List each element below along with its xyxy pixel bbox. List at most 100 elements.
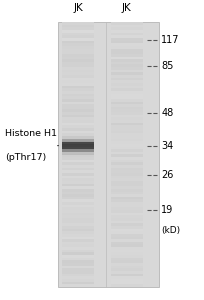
Bar bbox=[110, 141, 142, 144]
Bar bbox=[110, 252, 142, 255]
Bar bbox=[62, 242, 94, 244]
Bar bbox=[110, 202, 142, 205]
Bar bbox=[110, 255, 142, 258]
Bar bbox=[62, 30, 94, 33]
Bar bbox=[110, 27, 142, 30]
Bar bbox=[110, 56, 142, 59]
Bar bbox=[62, 61, 94, 64]
Bar bbox=[62, 101, 94, 104]
Bar bbox=[62, 35, 94, 38]
Text: (kD): (kD) bbox=[160, 226, 179, 236]
Bar bbox=[62, 183, 94, 186]
Bar bbox=[110, 215, 142, 218]
Bar bbox=[62, 93, 94, 96]
Bar bbox=[62, 91, 94, 94]
Text: 85: 85 bbox=[160, 61, 173, 71]
Bar bbox=[62, 268, 94, 271]
Bar bbox=[62, 80, 94, 83]
Bar bbox=[62, 191, 94, 194]
Bar bbox=[62, 146, 94, 149]
Bar bbox=[62, 51, 94, 54]
Bar bbox=[62, 223, 94, 226]
Bar bbox=[110, 223, 142, 226]
Bar bbox=[62, 130, 94, 133]
Bar bbox=[62, 160, 94, 162]
Bar bbox=[110, 77, 142, 80]
Bar bbox=[62, 257, 94, 260]
Bar bbox=[110, 250, 142, 252]
Bar bbox=[110, 170, 142, 173]
Text: JK: JK bbox=[121, 3, 131, 13]
Bar bbox=[110, 212, 142, 215]
Text: JK: JK bbox=[73, 3, 83, 13]
Bar bbox=[62, 167, 94, 170]
Bar bbox=[62, 25, 94, 27]
Bar bbox=[110, 266, 142, 268]
Bar bbox=[110, 120, 142, 123]
Bar bbox=[110, 196, 142, 200]
Bar bbox=[62, 40, 94, 43]
Bar bbox=[110, 125, 142, 128]
Bar bbox=[62, 77, 94, 80]
Bar bbox=[62, 109, 94, 112]
Bar bbox=[110, 83, 142, 86]
Bar bbox=[62, 279, 94, 282]
Bar bbox=[62, 263, 94, 266]
Bar bbox=[62, 220, 94, 223]
Bar bbox=[110, 181, 142, 184]
Bar bbox=[62, 32, 94, 35]
Bar bbox=[110, 25, 142, 27]
Bar bbox=[62, 170, 94, 173]
Bar bbox=[110, 234, 142, 236]
Text: 48: 48 bbox=[160, 108, 173, 118]
Bar bbox=[110, 273, 142, 276]
Bar bbox=[110, 207, 142, 210]
Bar bbox=[62, 128, 94, 131]
Bar bbox=[110, 38, 142, 40]
Bar bbox=[110, 144, 142, 146]
Text: 117: 117 bbox=[160, 35, 179, 45]
Bar bbox=[110, 122, 142, 125]
Bar bbox=[62, 218, 94, 221]
Bar bbox=[62, 281, 94, 284]
Text: 19: 19 bbox=[160, 206, 173, 215]
Bar bbox=[62, 176, 94, 178]
Bar bbox=[110, 130, 142, 133]
Bar bbox=[110, 35, 142, 38]
Bar bbox=[62, 273, 94, 276]
Text: 26: 26 bbox=[160, 170, 173, 180]
Bar bbox=[62, 96, 94, 99]
Bar bbox=[62, 88, 94, 91]
Bar bbox=[110, 109, 142, 112]
Bar bbox=[62, 266, 94, 268]
Bar bbox=[110, 242, 142, 244]
Bar bbox=[62, 133, 94, 136]
Bar bbox=[110, 239, 142, 242]
Bar bbox=[110, 165, 142, 168]
Bar bbox=[110, 257, 142, 260]
Bar bbox=[110, 284, 142, 287]
Bar bbox=[110, 67, 142, 70]
Bar bbox=[62, 27, 94, 30]
Bar bbox=[110, 104, 142, 107]
Bar bbox=[110, 48, 142, 51]
Bar bbox=[110, 281, 142, 284]
Bar bbox=[62, 239, 94, 242]
Bar bbox=[62, 189, 94, 191]
Bar bbox=[110, 75, 142, 78]
Bar bbox=[62, 85, 94, 88]
Bar bbox=[62, 284, 94, 287]
Bar bbox=[110, 173, 142, 176]
Bar bbox=[110, 205, 142, 207]
Bar bbox=[62, 125, 94, 128]
Bar bbox=[62, 104, 94, 107]
Bar bbox=[110, 167, 142, 170]
Bar bbox=[62, 236, 94, 239]
Bar bbox=[62, 122, 94, 125]
Bar bbox=[62, 59, 94, 62]
Bar bbox=[62, 276, 94, 279]
Bar bbox=[62, 115, 94, 117]
Bar bbox=[110, 162, 142, 165]
Bar bbox=[62, 70, 94, 72]
Bar bbox=[110, 268, 142, 271]
